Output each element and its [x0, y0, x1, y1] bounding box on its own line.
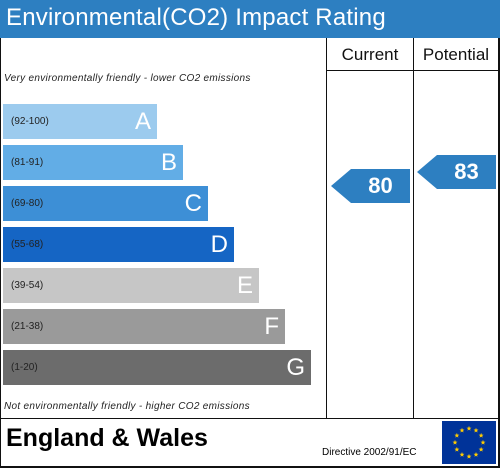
- footer-divider: [0, 418, 500, 419]
- rating-band-f: (21-38) F: [3, 309, 285, 344]
- band-range-label: (39-54): [11, 280, 44, 291]
- bottom-note: Not environmentally friendly - higher CO…: [4, 401, 250, 412]
- band-letter-label: F: [264, 313, 279, 340]
- band-letter-label: A: [134, 108, 151, 135]
- eu-star-icon: [452, 439, 458, 445]
- current-rating-value: 80: [368, 173, 393, 198]
- band-range-label: (21-38): [11, 321, 44, 332]
- rating-band-d: (55-68) D: [3, 227, 234, 262]
- band-range-label: (55-68): [11, 239, 44, 250]
- potential-rating-arrow: 83: [417, 155, 496, 189]
- current-rating-arrow: 80: [331, 169, 410, 203]
- country-label: England & Wales: [6, 424, 208, 452]
- potential-arrow-shape: [417, 155, 496, 189]
- current-arrow-shape: [331, 169, 410, 203]
- outer-right-border: [498, 38, 500, 468]
- band-letter-label: C: [184, 190, 202, 217]
- outer-left-border: [0, 38, 1, 468]
- eu-star-icon: [473, 452, 479, 457]
- band-letter-label: G: [286, 354, 305, 381]
- eu-star-icon: [466, 453, 472, 459]
- eu-star-icon: [454, 432, 460, 438]
- band-range-label: (1-20): [11, 362, 38, 373]
- potential-column-divider: [413, 38, 414, 418]
- outer-bottom-border: [0, 466, 500, 468]
- eu-star-icon: [459, 427, 465, 433]
- chart-title: Environmental(CO2) Impact Rating: [6, 4, 386, 31]
- eu-star-icon: [480, 439, 486, 445]
- eu-star-icon: [478, 432, 484, 438]
- band-range-label: (92-100): [11, 116, 49, 127]
- eu-flag-icon: [442, 421, 496, 464]
- band-letter-label: D: [210, 231, 228, 258]
- eu-star-icon: [478, 446, 484, 452]
- title-bar: Environmental(CO2) Impact Rating: [0, 0, 500, 38]
- current-column-header: Current: [341, 45, 399, 64]
- rating-band-e: (39-54) E: [3, 268, 259, 303]
- eu-star-icon: [454, 446, 460, 452]
- top-note: Very environmentally friendly - lower CO…: [4, 73, 251, 84]
- potential-column-header: Potential: [422, 45, 490, 64]
- potential-arrow-polygon: [417, 155, 496, 189]
- rating-band-a: (92-100) A: [3, 104, 157, 139]
- current-column-divider: [326, 38, 327, 418]
- directive-label: Directive 2002/91/EC: [322, 447, 417, 458]
- eu-star-icon: [459, 452, 465, 457]
- eu-star-icon: [473, 427, 479, 433]
- band-range-label: (81-91): [11, 157, 44, 168]
- rating-band-b: (81-91) B: [3, 145, 183, 180]
- current-arrow-polygon: [331, 169, 410, 203]
- rating-band-g: (1-20) G: [3, 350, 311, 385]
- band-range-label: (69-80): [11, 198, 44, 209]
- band-letter-label: B: [160, 149, 177, 176]
- potential-rating-value: 83: [454, 159, 479, 184]
- band-letter-label: E: [236, 272, 253, 299]
- rating-band-c: (69-80) C: [3, 186, 208, 221]
- eu-star-icon: [466, 425, 472, 431]
